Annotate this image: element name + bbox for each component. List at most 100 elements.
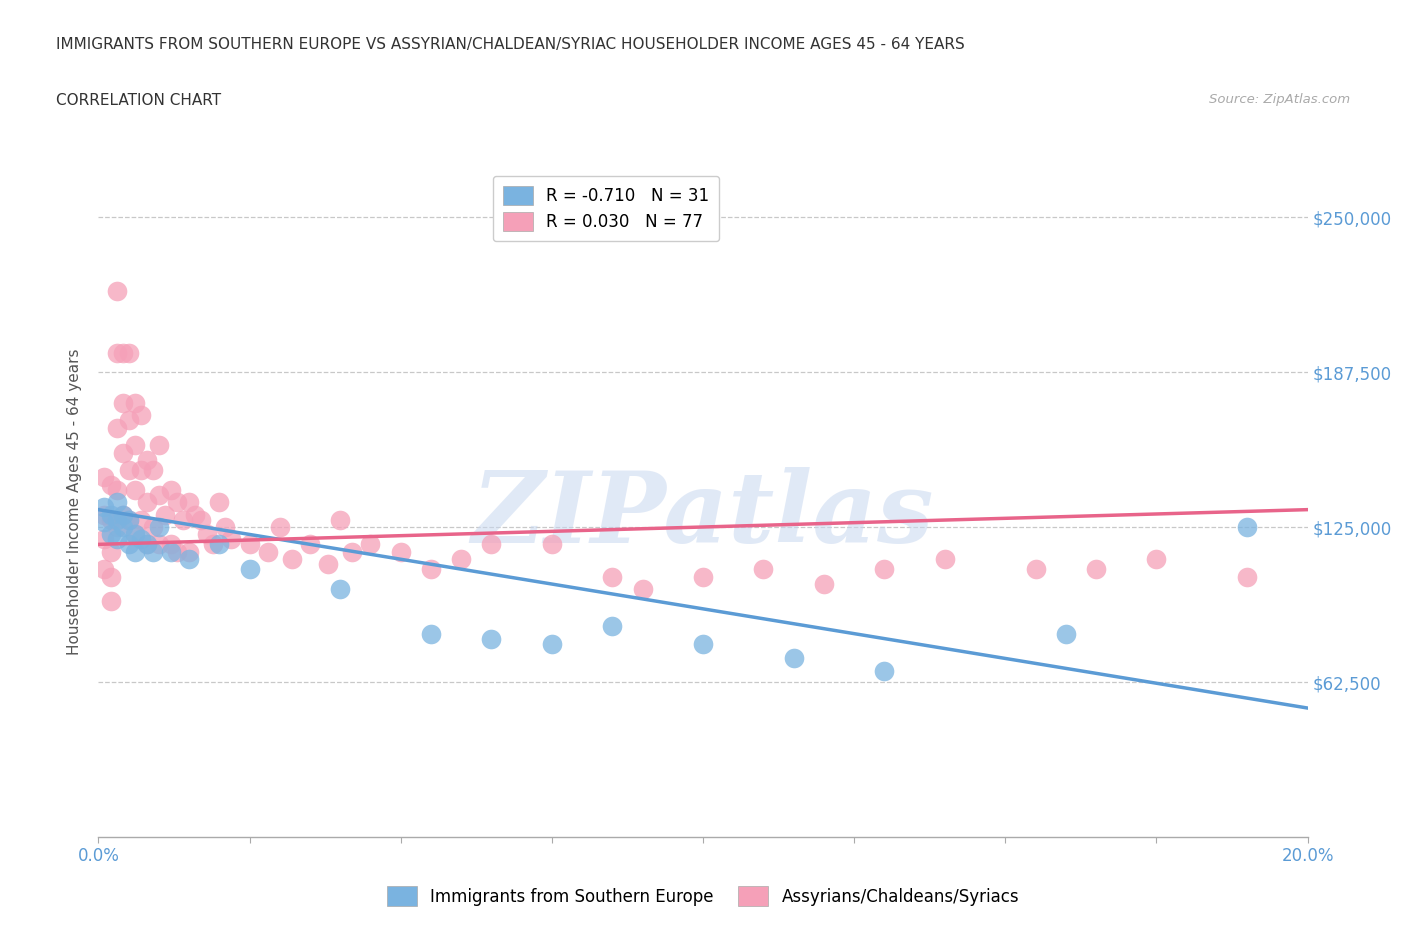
Point — [481, 537, 503, 551]
Point — [148, 537, 170, 551]
Point — [111, 520, 134, 535]
Point — [540, 537, 562, 551]
Point — [124, 544, 146, 559]
Point — [239, 562, 262, 577]
Point — [692, 569, 714, 584]
Point — [190, 512, 212, 527]
Point — [118, 462, 141, 477]
Legend: Immigrants from Southern Europe, Assyrians/Chaldeans/Syriacs: Immigrants from Southern Europe, Assyria… — [380, 880, 1026, 912]
Point — [873, 663, 896, 678]
Point — [118, 512, 141, 527]
Point — [160, 537, 183, 551]
Point — [124, 438, 146, 453]
Point — [342, 544, 364, 559]
Point — [1024, 562, 1046, 577]
Point — [100, 527, 122, 542]
Point — [389, 544, 412, 559]
Point — [105, 512, 128, 527]
Point — [179, 495, 201, 510]
Point — [93, 514, 115, 529]
Point — [100, 512, 122, 527]
Point — [124, 483, 146, 498]
Point — [93, 507, 115, 522]
Point — [360, 537, 382, 551]
Point — [481, 631, 503, 646]
Point — [93, 499, 115, 514]
Point — [100, 544, 122, 559]
Point — [214, 520, 236, 535]
Point — [783, 651, 806, 666]
Point — [329, 581, 352, 596]
Point — [329, 512, 352, 527]
Point — [934, 551, 956, 566]
Point — [129, 512, 152, 527]
Point — [135, 495, 157, 510]
Point — [420, 562, 443, 577]
Point — [100, 477, 122, 492]
Point — [111, 395, 134, 410]
Point — [221, 532, 243, 547]
Text: CORRELATION CHART: CORRELATION CHART — [56, 93, 221, 108]
Point — [100, 569, 122, 584]
Text: Source: ZipAtlas.com: Source: ZipAtlas.com — [1209, 93, 1350, 106]
Point — [105, 520, 128, 535]
Point — [93, 562, 115, 577]
Point — [105, 532, 128, 547]
Point — [142, 462, 165, 477]
Point — [752, 562, 775, 577]
Point — [316, 557, 339, 572]
Point — [129, 408, 152, 423]
Point — [420, 626, 443, 641]
Point — [118, 512, 141, 527]
Point — [450, 551, 472, 566]
Point — [129, 532, 152, 547]
Point — [631, 581, 654, 596]
Point — [602, 618, 624, 633]
Text: IMMIGRANTS FROM SOUTHERN EUROPE VS ASSYRIAN/CHALDEAN/SYRIAC HOUSEHOLDER INCOME A: IMMIGRANTS FROM SOUTHERN EUROPE VS ASSYR… — [56, 37, 965, 52]
Point — [93, 470, 115, 485]
Point — [813, 577, 835, 591]
Point — [142, 520, 165, 535]
Point — [692, 636, 714, 651]
Point — [129, 462, 152, 477]
Point — [239, 537, 262, 551]
Point — [299, 537, 322, 551]
Point — [100, 507, 122, 522]
Point — [111, 507, 134, 522]
Point — [105, 284, 128, 299]
Point — [179, 544, 201, 559]
Point — [166, 544, 188, 559]
Point — [153, 507, 176, 522]
Point — [111, 507, 134, 522]
Y-axis label: Householder Income Ages 45 - 64 years: Householder Income Ages 45 - 64 years — [67, 349, 83, 656]
Point — [202, 537, 225, 551]
Point — [1236, 520, 1258, 535]
Point — [111, 346, 134, 361]
Point — [124, 527, 146, 542]
Point — [100, 594, 122, 609]
Point — [269, 520, 291, 535]
Point — [160, 544, 183, 559]
Point — [124, 395, 146, 410]
Legend: R = -0.710   N = 31, R = 0.030   N = 77: R = -0.710 N = 31, R = 0.030 N = 77 — [494, 176, 720, 241]
Point — [602, 569, 624, 584]
Point — [148, 487, 170, 502]
Point — [105, 495, 128, 510]
Point — [195, 527, 218, 542]
Point — [142, 544, 165, 559]
Point — [124, 527, 146, 542]
Point — [105, 483, 128, 498]
Point — [256, 544, 278, 559]
Point — [1054, 626, 1077, 641]
Point — [1236, 569, 1258, 584]
Point — [208, 537, 231, 551]
Point — [135, 453, 157, 468]
Point — [160, 483, 183, 498]
Text: ZIPatlas: ZIPatlas — [472, 468, 934, 564]
Point — [135, 537, 157, 551]
Point — [166, 495, 188, 510]
Point — [135, 537, 157, 551]
Point — [281, 551, 304, 566]
Point — [540, 636, 562, 651]
Point — [148, 520, 170, 535]
